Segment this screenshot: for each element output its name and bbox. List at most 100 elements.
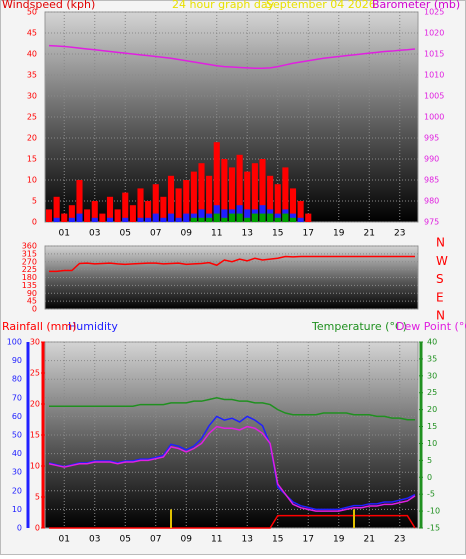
bar (152, 213, 159, 222)
y2-tick-label: 10 (427, 439, 437, 448)
bar (68, 205, 75, 222)
y3-tick-label: 25 (30, 369, 40, 378)
x-tick-label: 13 (242, 535, 253, 545)
y-tick-label: 225 (22, 265, 37, 274)
y-tick-label: 50 (12, 431, 22, 440)
line (49, 255, 415, 273)
line (48, 415, 416, 511)
x-tick-label: 19 (333, 535, 345, 545)
bar (244, 209, 251, 222)
y-tick-label: 360 (22, 242, 37, 251)
y2-tick-label: 20 (427, 405, 437, 414)
y3-tick-label: 0 (35, 524, 40, 533)
y2-tick-label: 15 (427, 422, 437, 431)
bar (106, 196, 114, 222)
bar (236, 154, 243, 222)
y-tick-label: 0 (32, 305, 37, 314)
legend-label: Rainfall (mm) (2, 320, 76, 333)
bar (289, 188, 297, 222)
x-tick-label: 11 (211, 229, 222, 239)
bar (145, 217, 152, 222)
bar (305, 213, 312, 222)
x-tick-label: 21 (364, 535, 375, 545)
y-tick-label: 70 (12, 393, 22, 402)
y2-tick-label: 40 (427, 338, 437, 347)
x-tick-label: 03 (89, 535, 100, 545)
bar (289, 217, 297, 222)
compass-label: W (436, 254, 448, 268)
y-tick-label: 30 (27, 92, 37, 101)
y2-tick-label: -15 (427, 524, 440, 533)
bar (160, 217, 167, 222)
bar (91, 217, 98, 222)
y3-tick-label: 20 (30, 400, 40, 409)
y-tick-label: 5 (32, 197, 37, 206)
bar (251, 213, 258, 222)
y-tick-label: 30 (12, 468, 22, 477)
x-tick-label: 09 (181, 535, 193, 545)
bar (53, 196, 60, 222)
bar (91, 201, 98, 222)
y2-tick-label: 980 (424, 197, 439, 206)
x-tick-label: 07 (150, 229, 161, 239)
x-tick-label: 19 (333, 229, 345, 239)
bar (61, 213, 68, 222)
bar (114, 209, 121, 222)
x-tick-label: 07 (150, 535, 161, 545)
bar (213, 142, 220, 222)
bar (213, 213, 220, 222)
bar (145, 201, 152, 222)
bar (170, 509, 172, 528)
y-tick-label: 50 (27, 8, 37, 17)
y-tick-label: 80 (12, 375, 22, 384)
x-tick-label: 05 (120, 535, 131, 545)
y2-tick-label: 25 (427, 388, 437, 397)
y-tick-label: 15 (27, 155, 37, 164)
bar (274, 184, 281, 222)
bar (206, 217, 213, 222)
bar (45, 209, 53, 222)
y2-label: Barometer (mb) (372, 0, 460, 11)
line (49, 397, 415, 421)
y2-tick-label: 1000 (424, 113, 444, 122)
x-tick-label: 01 (59, 535, 70, 545)
bar (122, 217, 129, 222)
bar (259, 213, 266, 222)
bar (190, 217, 197, 222)
y2-tick-label: 990 (424, 155, 439, 164)
y2-tick-label: 35 (427, 354, 437, 363)
y3-tick-label: 10 (30, 462, 40, 471)
bar (152, 184, 159, 222)
bar (175, 217, 182, 222)
bar (244, 217, 251, 222)
x-tick-label: 23 (394, 535, 405, 545)
bar (190, 171, 197, 222)
y2-tick-label: -5 (427, 490, 435, 499)
y2-tick-label: 985 (424, 176, 439, 185)
bar (53, 217, 60, 222)
bar (160, 196, 167, 222)
y-tick-label: 20 (27, 134, 37, 143)
compass-label: N (436, 236, 445, 250)
bar (84, 209, 91, 222)
bar (259, 159, 266, 222)
bar (244, 171, 251, 222)
line (48, 425, 416, 512)
y3-tick-label: 15 (30, 431, 40, 440)
y-tick-label: 100 (7, 338, 22, 347)
y-tick-label: 35 (27, 71, 37, 80)
y2-tick-label: 1015 (424, 50, 444, 59)
bar (251, 163, 258, 222)
y-tick-label: 315 (22, 249, 37, 258)
y3-tick-label: 5 (35, 493, 40, 502)
y-tick-label: 40 (27, 50, 37, 59)
bar (167, 213, 175, 222)
y-tick-label: 40 (12, 449, 22, 458)
y2-tick-label: 1020 (424, 29, 444, 38)
y-tick-label: 45 (27, 29, 37, 38)
x-tick-label: 17 (303, 535, 314, 545)
bar (106, 217, 114, 222)
x-tick-label: 03 (89, 229, 100, 239)
y-tick-label: 45 (27, 297, 37, 306)
bar (297, 217, 304, 222)
